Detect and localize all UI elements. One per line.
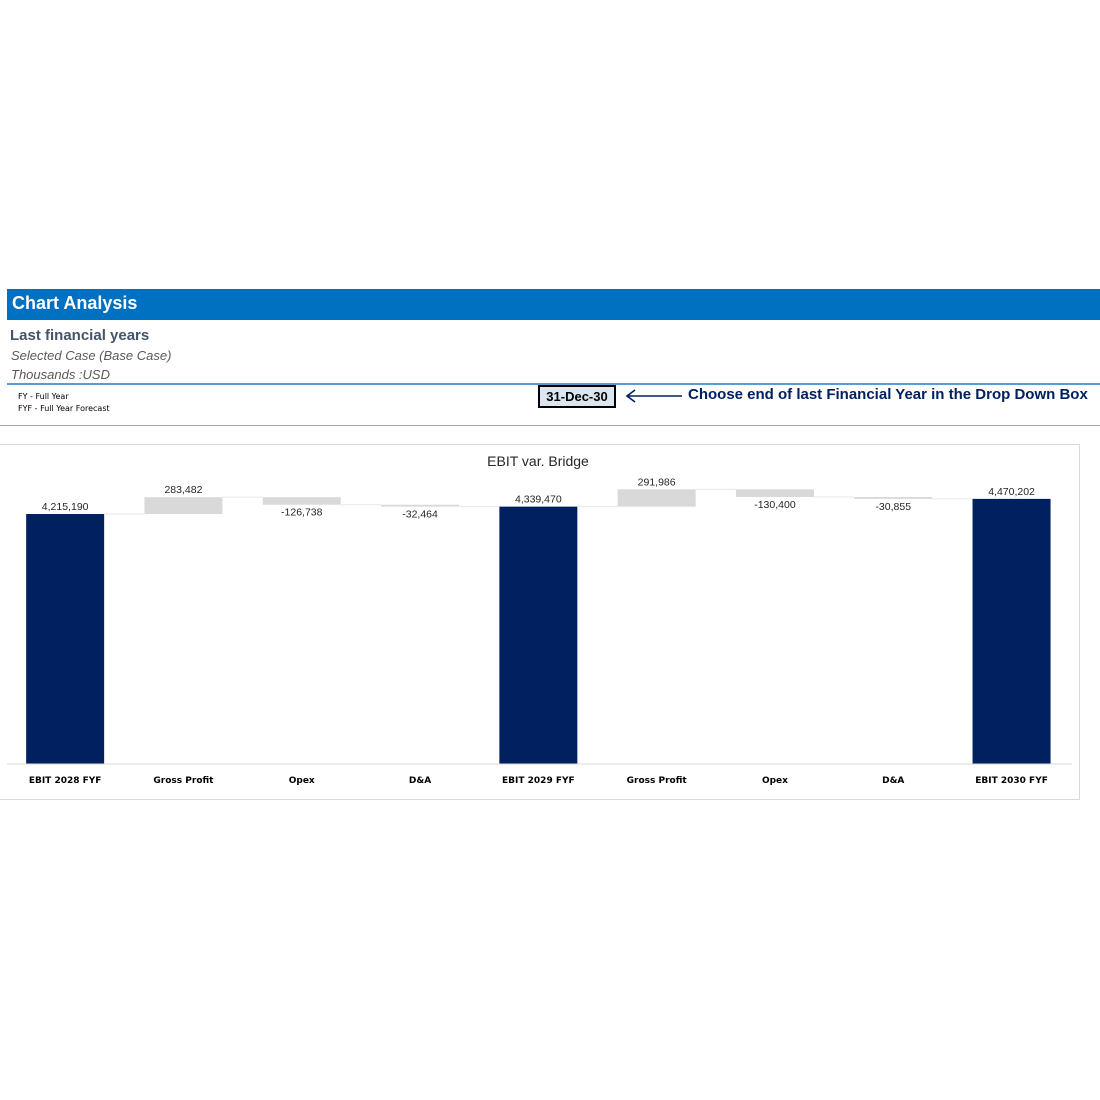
category-label: D&A <box>882 776 904 786</box>
page-title: Chart Analysis <box>12 293 138 313</box>
legend-fy: FY - Full Year <box>18 392 69 401</box>
header-divider <box>7 383 1100 385</box>
category-label: Gross Profit <box>153 776 214 786</box>
category-label: EBIT 2029 FYF <box>502 776 575 786</box>
data-label: -126,738 <box>281 507 323 519</box>
ebit-bridge-chart: EBIT var. Bridge 4,215,190 EBIT 2028 FYF 2… <box>7 453 1072 786</box>
data-label: -30,855 <box>875 501 911 513</box>
legend-fyf: FYF - Full Year Forecast <box>18 404 110 413</box>
data-label: -130,400 <box>754 499 796 511</box>
total-bar <box>499 506 578 764</box>
data-label: 4,339,470 <box>515 494 562 506</box>
category-label: D&A <box>409 776 431 786</box>
data-label: 283,482 <box>164 484 202 496</box>
arrow-left-icon <box>625 389 682 403</box>
units-text: Thousands :USD <box>11 367 110 382</box>
category-label: Gross Profit <box>627 776 688 786</box>
instruction-text: Choose end of last Financial Year in the… <box>688 386 1088 403</box>
section-subtitle: Last financial years <box>10 327 150 344</box>
category-label: EBIT 2028 FYF <box>29 776 102 786</box>
category-label: EBIT 2030 FYF <box>975 776 1048 786</box>
category-label: Opex <box>762 776 788 786</box>
chart-frame: EBIT var. Bridge 4,215,190 EBIT 2028 FYF 2… <box>0 444 1080 800</box>
delta-bar <box>854 497 933 499</box>
delta-bar <box>381 504 460 507</box>
header-bar: Chart Analysis <box>7 289 1100 320</box>
selected-case-text: Selected Case (Base Case) <box>11 348 172 363</box>
data-label: -32,464 <box>402 509 438 521</box>
total-bar <box>26 514 105 764</box>
chart-title: EBIT var. Bridge <box>487 453 589 469</box>
total-bar <box>972 498 1051 764</box>
delta-bar <box>262 497 341 505</box>
financial-year-dropdown[interactable]: 31-Dec-30 <box>538 385 616 408</box>
delta-bar <box>617 489 696 507</box>
data-label: 4,470,202 <box>988 486 1035 498</box>
category-label: Opex <box>289 776 315 786</box>
section-divider <box>0 425 1100 426</box>
bars-group: 4,215,190 EBIT 2028 FYF 283,482 Gross Profi… <box>26 476 1051 786</box>
data-label: 291,986 <box>638 476 676 488</box>
data-label: 4,215,190 <box>42 501 89 513</box>
delta-bar <box>144 497 223 514</box>
delta-bar <box>735 489 814 498</box>
